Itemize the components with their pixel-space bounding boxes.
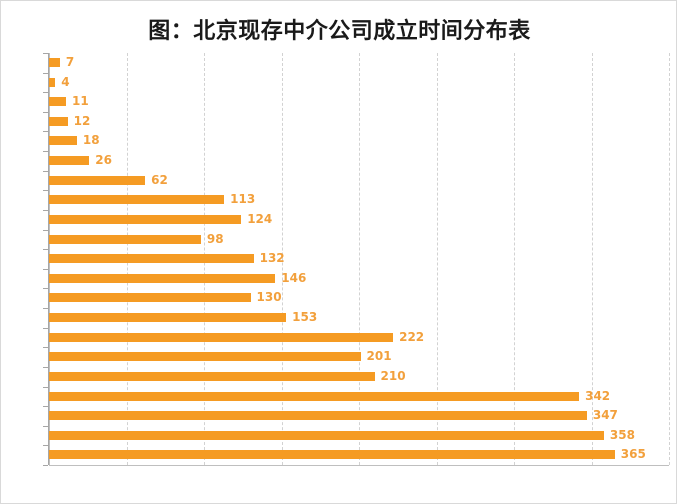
bar-row[interactable]: 132 (49, 249, 669, 269)
bar-2002[interactable] (49, 175, 146, 185)
bar-row[interactable]: 358 (49, 426, 669, 446)
bar-2005[interactable] (49, 234, 201, 244)
bar-1996[interactable] (49, 58, 60, 67)
bar-value-label-2009: 153 (292, 310, 318, 325)
bar-row[interactable]: 62 (49, 171, 669, 191)
y-tick-mark-2002 (43, 170, 48, 172)
y-tick-mark-1997 (43, 72, 48, 74)
y-tick-mark-2007 (43, 268, 48, 270)
bar-row[interactable]: 130 (49, 288, 669, 308)
chart-title: 图：北京现存中介公司成立时间分布表 (148, 19, 531, 44)
y-tick-mark-2013 (43, 386, 48, 388)
bar-2004[interactable] (49, 214, 242, 224)
bar-1998[interactable] (49, 97, 67, 107)
plot-area: 7 4 11 12 18 26 62 113 124 98 132 146 130 153 222 201 21… (43, 53, 670, 466)
y-tick-mark-2003 (43, 190, 48, 192)
bar-2001[interactable] (49, 156, 90, 166)
gridline-350 (591, 53, 593, 465)
bar-value-label-2011: 201 (366, 349, 392, 364)
bar-2011[interactable] (49, 352, 361, 362)
bar-value-label-2005: 98 (206, 231, 224, 246)
bar-1999[interactable] (49, 116, 68, 126)
bar-row[interactable]: 11 (49, 92, 669, 112)
y-tick-mark-2008 (43, 288, 48, 290)
gridline-200 (359, 53, 360, 465)
y-tick-mark-2001 (43, 151, 48, 153)
bar-2006[interactable] (49, 254, 254, 264)
bar-2000[interactable] (49, 136, 77, 146)
y-axis-line (48, 53, 49, 465)
y-tick-mark-2016 (43, 445, 48, 447)
y-tick-mark-2006 (43, 249, 48, 251)
gridline-250 (436, 53, 438, 465)
bar-row[interactable]: 18 (49, 131, 669, 151)
y-tick-mark-2000 (43, 131, 48, 133)
bar-row[interactable]: 26 (49, 151, 669, 171)
y-tick-mark-2010 (43, 327, 48, 329)
bar-row[interactable]: 365 (49, 445, 669, 465)
bar-row[interactable]: 124 (49, 210, 669, 230)
gridline-150 (281, 53, 283, 465)
bar-row[interactable]: 146 (49, 269, 669, 289)
bar-value-label-2013: 342 (585, 388, 611, 403)
bar-2009[interactable] (49, 313, 287, 323)
bar-value-label-2006: 132 (259, 251, 285, 266)
bar-row[interactable]: 342 (49, 387, 669, 407)
bar-value-label-2003: 113 (230, 192, 256, 207)
bar-2013[interactable] (49, 391, 580, 401)
y-tick-mark-2014 (43, 406, 48, 408)
y-tick-mark-2004 (43, 209, 48, 211)
bar-row[interactable]: 210 (49, 367, 669, 387)
bar-value-label-2015: 358 (609, 427, 635, 442)
bar-row[interactable]: 7 (49, 53, 669, 73)
bar-2007[interactable] (49, 273, 276, 283)
bar-value-label-2007: 146 (281, 270, 307, 285)
bar-value-label-2016: 365 (620, 447, 646, 462)
bar-value-label-2001: 26 (95, 153, 112, 168)
bar-2012[interactable] (49, 371, 375, 381)
bar-row[interactable]: 347 (49, 406, 669, 426)
bar-2016[interactable] (49, 450, 615, 460)
bar-2015[interactable] (49, 430, 604, 440)
bar-row[interactable]: 153 (49, 308, 669, 328)
bar-row[interactable]: 201 (49, 347, 669, 367)
y-tick-mark-1998 (43, 92, 48, 94)
bar-value-label-1998: 11 (72, 94, 89, 109)
bar-value-label-2010: 222 (399, 329, 425, 344)
bar-value-label-1997: 4 (61, 74, 70, 89)
y-tick-mark-2015 (43, 425, 48, 427)
bar-value-label-2014: 347 (592, 408, 618, 423)
bar-row[interactable]: 222 (49, 328, 669, 348)
bar-row[interactable]: 113 (49, 190, 669, 210)
bar-row[interactable]: 98 (49, 230, 669, 250)
y-tick-mark-2011 (43, 347, 48, 349)
bar-row[interactable]: 12 (49, 112, 669, 132)
bar-value-label-2004: 124 (247, 211, 273, 226)
bar-value-label-2000: 18 (82, 133, 100, 148)
bar-2003[interactable] (49, 195, 225, 205)
bar-row[interactable]: 4 (49, 73, 669, 93)
bar-value-label-2008: 130 (256, 290, 282, 305)
bar-value-label-1999: 12 (73, 113, 91, 128)
y-tick-mark-1999 (43, 111, 48, 113)
bar-1997[interactable] (49, 77, 56, 87)
bar-value-label-2012: 210 (380, 368, 406, 383)
y-tick-mark-1996 (43, 53, 48, 54)
x-axis-line (49, 465, 669, 466)
bar-value-label-1996: 7 (65, 55, 75, 69)
y-tick-mark-end (43, 465, 48, 466)
bar-2014[interactable] (49, 411, 587, 421)
y-tick-mark-2009 (43, 308, 48, 310)
gridline-400 (669, 53, 670, 465)
gridline-300 (514, 53, 515, 465)
y-tick-mark-2005 (43, 229, 48, 231)
bar-value-label-2002: 62 (151, 172, 168, 187)
bar-2010[interactable] (49, 332, 394, 342)
bar-2008[interactable] (49, 293, 251, 303)
y-tick-mark-2012 (43, 366, 48, 368)
